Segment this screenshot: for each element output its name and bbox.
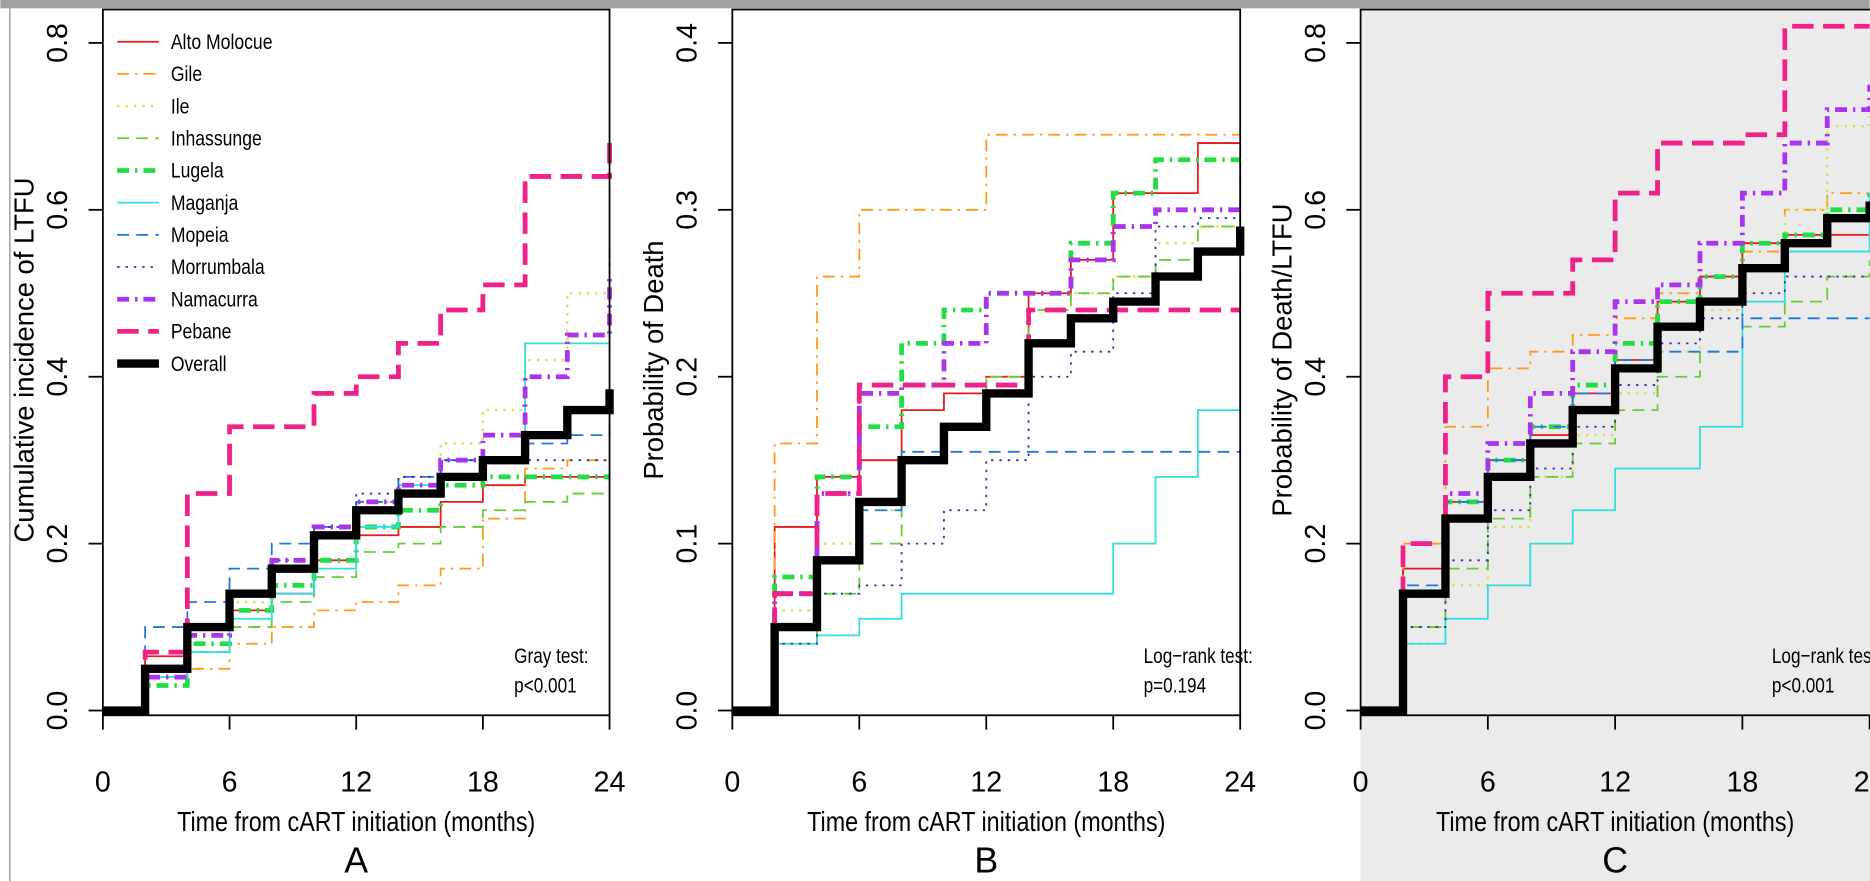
x-tick-label: 18 xyxy=(467,767,499,799)
y-axis-label: Probability of Death xyxy=(638,240,669,479)
y-tick-label: 0.4 xyxy=(672,23,704,63)
x-axis-label: Time from cART initiation (months) xyxy=(177,807,535,837)
y-tick-label: 0.3 xyxy=(672,190,704,230)
y-tick-label: 0.0 xyxy=(672,691,704,731)
x-tick-label: 0 xyxy=(724,767,740,799)
x-tick-label: 24 xyxy=(1854,767,1870,799)
y-axis-label: Cumulative incidence of LTFU xyxy=(9,177,40,542)
x-tick-label: 12 xyxy=(1599,767,1631,799)
x-axis-label: Time from cART initiation (months) xyxy=(807,807,1165,837)
step-line xyxy=(732,133,1241,712)
x-tick-label: 18 xyxy=(1726,767,1758,799)
x-tick-label: 12 xyxy=(970,767,1002,799)
legend-label: Inhassunge xyxy=(171,127,262,151)
y-tick-label: 0.1 xyxy=(672,524,704,564)
x-tick-label: 24 xyxy=(1224,767,1256,799)
y-tick-label: 0.0 xyxy=(1300,691,1332,731)
test-annotation: p=0.194 xyxy=(1144,674,1207,698)
panel-label: B xyxy=(974,841,998,881)
y-tick-label: 0.6 xyxy=(1300,190,1332,230)
panel-background xyxy=(1360,9,1870,881)
x-tick-label: 6 xyxy=(1480,767,1496,799)
y-tick-label: 0.4 xyxy=(1300,357,1332,397)
x-tick-label: 0 xyxy=(95,767,111,799)
step-line xyxy=(1360,201,1870,715)
x-tick-label: 0 xyxy=(1353,767,1369,799)
legend-label: Ile xyxy=(171,95,190,119)
y-axis-label: Probability of Death/LTFU xyxy=(1266,203,1297,516)
y-tick-label: 0.2 xyxy=(672,357,704,397)
plot-frame xyxy=(1359,8,1870,717)
x-axis-label: Time from cART initiation (months) xyxy=(1436,807,1794,837)
legend-label: Gile xyxy=(171,62,202,86)
step-line xyxy=(732,307,1241,713)
x-tick-label: 24 xyxy=(594,767,626,799)
test-annotation: p<0.001 xyxy=(1772,674,1835,698)
test-annotation: p<0.001 xyxy=(514,674,577,698)
x-tick-label: 6 xyxy=(222,767,238,799)
test-annotation: Log−rank test: xyxy=(1144,644,1253,668)
step-line xyxy=(102,143,612,713)
step-line xyxy=(732,276,1242,712)
y-tick-label: 0.2 xyxy=(42,524,74,564)
step-line xyxy=(1360,84,1870,713)
y-tick-label: 0.2 xyxy=(1300,524,1332,564)
panel-label: C xyxy=(1602,841,1628,881)
y-tick-label: 0.8 xyxy=(42,23,74,63)
legend-label: Pebane xyxy=(171,320,232,344)
step-line xyxy=(732,226,1245,715)
y-tick-label: 0.4 xyxy=(42,357,74,397)
legend-label: Overall xyxy=(171,352,227,376)
legend-label: Mopeia xyxy=(171,223,229,247)
legend-label: Lugela xyxy=(171,159,224,183)
test-annotation: Log−rank test: xyxy=(1772,644,1870,668)
y-tick-label: 0.6 xyxy=(42,190,74,230)
window-top-bar xyxy=(0,0,1870,9)
legend-label: Maganja xyxy=(171,191,239,215)
x-tick-label: 6 xyxy=(851,767,867,799)
x-tick-label: 18 xyxy=(1097,767,1129,799)
x-tick-label: 12 xyxy=(340,767,372,799)
legend-label: Alto Molocue xyxy=(171,30,273,54)
legend-label: Morrumbala xyxy=(171,256,265,280)
test-annotation: Gray test: xyxy=(514,644,588,668)
step-line xyxy=(102,389,614,715)
y-tick-label: 0.8 xyxy=(1300,23,1332,63)
panel-label: A xyxy=(344,841,368,881)
legend-label: Namacurra xyxy=(171,288,258,312)
y-tick-label: 0.0 xyxy=(42,691,74,731)
